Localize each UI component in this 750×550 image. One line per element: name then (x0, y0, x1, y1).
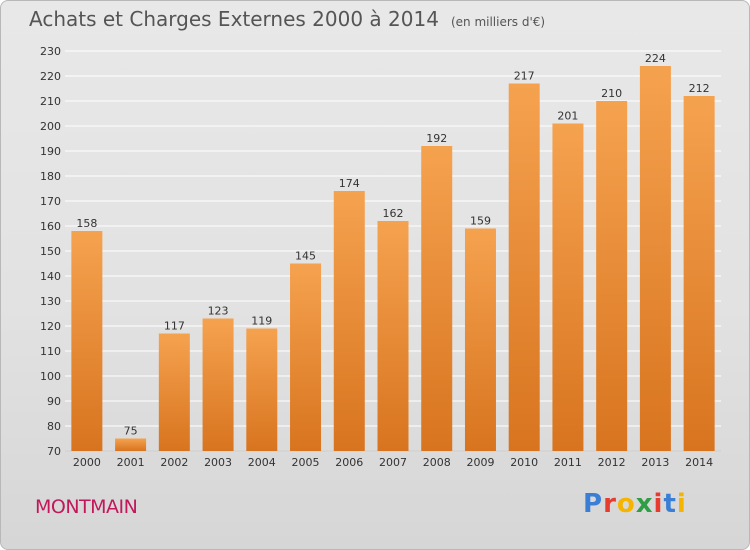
y-tick-label: 190 (40, 145, 61, 158)
data-label: 224 (645, 52, 666, 65)
y-tick-label: 90 (47, 395, 61, 408)
data-label: 192 (426, 132, 447, 145)
bar (71, 231, 103, 451)
x-tick-label: 2006 (335, 456, 363, 469)
logo-letter: t (663, 489, 677, 519)
x-tick-label: 2003 (204, 456, 232, 469)
y-tick-label: 160 (40, 220, 61, 233)
bar (421, 146, 453, 451)
bar (377, 221, 409, 451)
data-label: 145 (295, 250, 316, 263)
bar (115, 438, 147, 451)
bar (333, 191, 365, 451)
x-tick-label: 2011 (554, 456, 582, 469)
bars (71, 66, 715, 451)
data-labels: 158 75 117 123 119 145 174 162 192 159 217 201 210 22… (76, 52, 709, 438)
y-tick-label: 220 (40, 70, 61, 83)
y-tick-label: 130 (40, 295, 61, 308)
y-tick-label: 200 (40, 120, 61, 133)
data-label: 158 (76, 217, 97, 230)
data-label: 159 (470, 215, 491, 228)
y-tick-label: 140 (40, 270, 61, 283)
x-tick-label: 2007 (379, 456, 407, 469)
data-label: 174 (339, 177, 360, 190)
data-label: 217 (514, 70, 535, 83)
bar (202, 318, 234, 451)
y-tick-label: 150 (40, 245, 61, 258)
chart-title-text: Achats et Charges Externes 2000 à 2014 (29, 7, 439, 31)
logo-letter: P (583, 489, 604, 519)
x-tick-label: 2004 (248, 456, 276, 469)
x-tick-label: 2012 (598, 456, 626, 469)
x-tick-label: 2008 (423, 456, 451, 469)
bar (552, 123, 584, 451)
y-tick-label: 70 (47, 445, 61, 458)
data-label: 212 (689, 82, 710, 95)
data-label: 201 (557, 110, 578, 123)
bar (246, 328, 278, 451)
y-tick-label: 230 (40, 45, 61, 58)
y-tick-label: 210 (40, 95, 61, 108)
logo-letter: r (603, 489, 617, 519)
bar (683, 96, 715, 451)
y-tick-label: 110 (40, 345, 61, 358)
bar (639, 66, 671, 451)
commune-name: MONTMAIN (35, 496, 138, 518)
logo-letter: i (676, 489, 687, 519)
y-tick-label: 100 (40, 370, 61, 383)
bar (596, 101, 628, 451)
x-tick-label: 2002 (160, 456, 188, 469)
data-label: 210 (601, 87, 622, 100)
data-label: 162 (383, 207, 404, 220)
y-tick-label: 80 (47, 420, 61, 433)
x-axis: 2000 2001 2002 2003 2004 2005 2006 2007 2008 2009… (73, 456, 713, 469)
data-label: 119 (251, 315, 272, 328)
logo-letter: i (653, 489, 664, 519)
y-tick-label: 180 (40, 170, 61, 183)
x-tick-label: 2014 (685, 456, 713, 469)
logo-letter: x (635, 489, 654, 519)
x-tick-label: 2013 (641, 456, 669, 469)
logo-letter: o (616, 489, 636, 519)
y-axis: 70 80 90 100 110 120 130 140 150 160 170 180 190 200 2… (40, 45, 61, 458)
data-label: 117 (164, 320, 185, 333)
data-label: 123 (208, 305, 229, 318)
bar (464, 228, 496, 451)
proxiti-logo: Proxiti (583, 489, 687, 519)
y-tick-label: 170 (40, 195, 61, 208)
chart-subtitle: (en milliers d'€) (450, 15, 546, 29)
x-tick-label: 2001 (117, 456, 145, 469)
bar (290, 263, 322, 451)
bar (508, 83, 540, 451)
x-tick-label: 2005 (292, 456, 320, 469)
chart-title: Achats et Charges Externes 2000 à 2014 (e… (29, 7, 545, 31)
x-tick-label: 2009 (466, 456, 494, 469)
y-tick-label: 120 (40, 320, 61, 333)
data-label: 75 (124, 425, 138, 438)
bar (158, 333, 190, 451)
x-tick-label: 2010 (510, 456, 538, 469)
x-tick-label: 2000 (73, 456, 101, 469)
